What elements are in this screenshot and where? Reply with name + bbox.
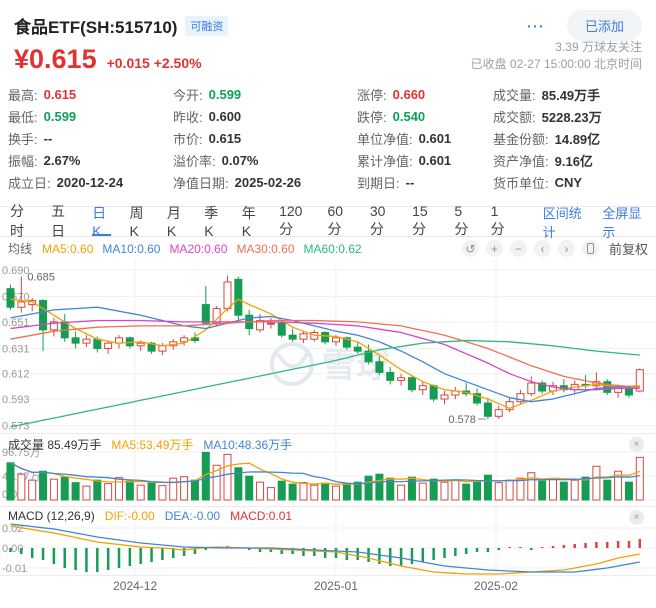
volume-ma10-label: MA10:48.36万手 xyxy=(203,438,293,452)
chevron-left-icon[interactable]: ‹ xyxy=(533,240,551,257)
stat-item: 成立日: 2020-12-24 xyxy=(8,174,124,191)
period-tab-bar: 分时 五日 日K 周K 月K 季K 年K 120分 60分 30分 15分 5分 1分 区间统计 全屏显示 xyxy=(0,202,656,240)
candlestick-chart[interactable]: 0.690 0.670 0.651 0.631 0.612 0.593 0.573 雪球 0.6… xyxy=(0,260,656,433)
stock-header: 食品ETF(SH:515710) 可融资 ⋯ 已添加 ¥0.615 +0.015… xyxy=(0,0,656,75)
macd-chart[interactable]: 0.02 0.00 -0.01 xyxy=(0,507,656,575)
close-icon[interactable]: × xyxy=(629,510,644,525)
stat-item: 今开: 0.599 xyxy=(173,86,242,103)
volume-pane: 成交量 85.49万手 MA5:53.49万手 MA10:48.36万手 × 9… xyxy=(0,433,656,506)
stat-item: 昨收: 0.600 xyxy=(173,108,242,125)
svg-text:0.00: 0.00 xyxy=(2,543,23,555)
stats-grid: 最高: 0.615 最低: 0.599 换手: -- 振幅: 2.67% 成立日: 2020-12… xyxy=(0,75,656,193)
stats-column: 最高: 0.615 最低: 0.599 换手: -- 振幅: 2.67% 成立日: 2020-12… xyxy=(8,83,173,193)
svg-text:0.651: 0.651 xyxy=(2,317,30,329)
chart-period-tab[interactable]: 五日 xyxy=(51,202,66,239)
market-status: 已收盘 02-27 15:00:00 北京时间 xyxy=(470,57,642,71)
svg-text:0.670: 0.670 xyxy=(2,292,30,304)
macd-dif-label: DIF:-0.00 xyxy=(104,509,155,523)
svg-text:0.593: 0.593 xyxy=(2,394,30,406)
stat-item: 货币单位: CNY xyxy=(493,174,583,191)
ma-legend-item: MA60:0.62 xyxy=(303,241,362,256)
stat-item: 净值日期: 2025-02-26 xyxy=(173,174,302,191)
svg-text:0.578: 0.578 xyxy=(448,414,476,426)
ma-settings-button[interactable]: 均线 xyxy=(8,242,33,256)
price-change: +0.015 +2.50% xyxy=(106,55,202,71)
svg-text:0.690: 0.690 xyxy=(2,265,30,277)
stats-column: 成交量: 85.49万手 成交额: 5228.23万 基金份额: 14.89亿 资产净值: 9… xyxy=(493,83,648,193)
date-axis-label: 2025-02 xyxy=(473,579,518,593)
adjust-mode-button[interactable]: 前复权 xyxy=(608,242,648,257)
svg-text:96.75万: 96.75万 xyxy=(2,447,41,459)
stat-item: 溢价率: 0.07% xyxy=(173,152,259,169)
chart-toolbar: 均线 MA5:0.60 MA10:0.60 MA20:0.60 MA30:0.60 MA… xyxy=(0,237,656,260)
price-pane: 0.690 0.670 0.651 0.631 0.612 0.593 0.573 雪球 0.6… xyxy=(0,260,656,433)
chart-period-tab[interactable]: 15分 xyxy=(412,202,428,237)
chart-period-tab[interactable]: 年K xyxy=(241,204,256,239)
svg-text:0.02: 0.02 xyxy=(2,523,23,535)
macd-pane: MACD (12,26,9) DIF:-0.00 DEA:-0.00 MACD:… xyxy=(0,506,656,575)
stat-item: 累计净值: 0.601 xyxy=(357,152,452,169)
stat-item: 基金份额: 14.89亿 xyxy=(493,131,601,147)
svg-text:0.573: 0.573 xyxy=(2,421,30,433)
macd-value-label: MACD:0.01 xyxy=(230,509,293,523)
chart-section: 分时 五日 日K 周K 月K 季K 年K 120分 60分 30分 15分 5分 1分 区间统计 全屏显示… xyxy=(0,202,656,595)
macd-title: MACD (12,26,9) xyxy=(8,509,95,523)
close-icon[interactable]: × xyxy=(629,437,644,452)
svg-text:0.685: 0.685 xyxy=(27,272,55,284)
stat-item: 最高: 0.615 xyxy=(8,86,77,103)
range-stats-link[interactable]: 区间统计 xyxy=(542,205,582,240)
stat-item: 成交额: 5228.23万 xyxy=(493,109,602,125)
chart-period-tab[interactable]: 周K xyxy=(129,204,144,239)
stat-item: 最低: 0.599 xyxy=(8,108,77,125)
stat-item: 到期日: -- xyxy=(357,174,415,191)
chart-period-tab[interactable]: 60分 xyxy=(327,202,344,237)
stat-item: 市价: 0.615 xyxy=(173,130,242,147)
stat-item: 跌停: 0.540 xyxy=(357,108,426,125)
undo-icon[interactable]: ↺ xyxy=(461,240,479,257)
followers-count: 3.39 万球友关注 xyxy=(555,40,642,54)
ma-legend-item: MA5:0.60 xyxy=(42,241,94,256)
ma-legend-item: MA30:0.60 xyxy=(236,241,295,256)
current-price: ¥0.615 xyxy=(14,44,97,74)
ma-legend-item: MA20:0.60 xyxy=(169,241,228,256)
volume-title: 成交量 85.49万手 xyxy=(8,438,102,452)
chart-period-tab[interactable]: 月K xyxy=(166,204,181,239)
stat-item: 单位净值: 0.601 xyxy=(357,130,452,147)
chart-period-tab[interactable]: 日K xyxy=(92,205,111,239)
more-options-icon[interactable]: ⋯ xyxy=(525,15,545,36)
margin-eligible-badge: 可融资 xyxy=(185,15,229,36)
fullscreen-link[interactable]: 全屏显示 xyxy=(602,205,642,240)
stats-column: 今开: 0.599 昨收: 0.600 市价: 0.615 溢价率: 0.07% 净值日期: 20… xyxy=(173,83,357,193)
svg-text:0.612: 0.612 xyxy=(2,369,30,381)
stat-item: 涨停: 0.660 xyxy=(357,86,426,103)
date-axis: 2024-12 2025-01 2025-02 xyxy=(0,575,656,595)
zoom-in-icon[interactable]: + xyxy=(485,240,503,257)
stats-column: 涨停: 0.660 跌停: 0.540 单位净值: 0.601 累计净值: 0.601 到期日:… xyxy=(357,83,493,193)
chart-period-tab[interactable]: 5分 xyxy=(454,202,469,237)
chart-period-tab[interactable]: 120分 xyxy=(279,202,303,237)
zoom-out-icon[interactable]: − xyxy=(509,240,527,257)
volume-ma5-label: MA5:53.49万手 xyxy=(111,438,194,452)
stock-title: 食品ETF(SH:515710) xyxy=(14,18,178,37)
date-axis-label: 2025-01 xyxy=(313,579,358,593)
svg-text:-0.01: -0.01 xyxy=(2,563,27,575)
mobile-icon[interactable] xyxy=(581,240,599,257)
svg-text:0.631: 0.631 xyxy=(2,343,30,355)
chart-period-tab[interactable]: 30分 xyxy=(369,202,386,237)
chart-period-tab[interactable]: 1分 xyxy=(490,202,505,237)
volume-chart[interactable]: 96.75万48.37万0.00 xyxy=(0,434,656,506)
ma-legend-item: MA10:0.60 xyxy=(102,241,161,256)
chevron-right-icon[interactable]: › xyxy=(557,240,575,257)
date-axis-label: 2024-12 xyxy=(113,579,158,593)
stat-item: 振幅: 2.67% xyxy=(8,152,81,169)
chart-period-tab[interactable]: 季K xyxy=(204,204,219,239)
macd-dea-label: DEA:-0.00 xyxy=(164,509,221,523)
xueqiu-watermark-icon: 雪球 xyxy=(270,342,391,386)
added-to-watchlist-button[interactable]: 已添加 xyxy=(566,10,642,41)
stat-item: 资产净值: 9.16亿 xyxy=(493,153,593,169)
stat-item: 换手: -- xyxy=(8,130,53,147)
chart-period-tab[interactable]: 分时 xyxy=(10,202,24,239)
stat-item: 成交量: 85.49万手 xyxy=(493,87,601,103)
